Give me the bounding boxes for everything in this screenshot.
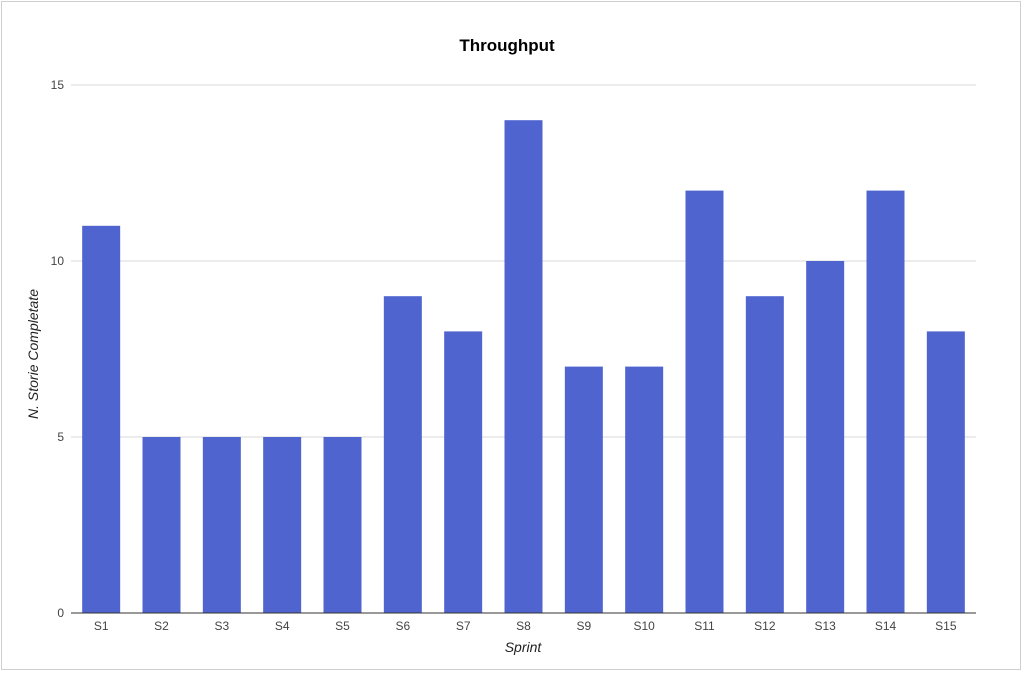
x-tick-label: S1 <box>94 619 109 633</box>
y-tick-labels: 0 5 10 15 <box>51 78 65 620</box>
bar-s11 <box>685 190 724 613</box>
y-axis-label: N. Storie Completate <box>25 289 41 419</box>
y-tick-label: 0 <box>57 606 64 620</box>
x-tick-label: S8 <box>516 619 531 633</box>
y-tick-label: 5 <box>57 430 64 444</box>
x-tick-label: S3 <box>214 619 229 633</box>
bar-s2 <box>142 437 181 613</box>
bar-s6 <box>383 296 422 613</box>
x-tick-labels: S1 S2 S3 S4 S5 S6 S7 S8 S9 S10 S11 S12 S13 S14 S15 <box>94 619 957 633</box>
y-tick-label: 15 <box>51 78 65 92</box>
bar-s1 <box>82 225 121 614</box>
bar-s10 <box>625 366 664 613</box>
x-tick-label: S4 <box>275 619 290 633</box>
bar-s4 <box>263 437 302 613</box>
x-tick-label: S7 <box>456 619 471 633</box>
bar-s7 <box>444 331 483 613</box>
chart-title: Throughput <box>459 36 555 55</box>
bar-s14 <box>866 190 905 613</box>
y-tick-label: 10 <box>51 254 65 268</box>
bar-s13 <box>806 261 845 613</box>
x-tick-label: S5 <box>335 619 350 633</box>
bars <box>82 120 965 614</box>
bar-s12 <box>745 296 784 613</box>
bar-s9 <box>564 366 603 613</box>
bar-s5 <box>323 437 362 613</box>
x-tick-label: S10 <box>633 619 655 633</box>
x-tick-label: S11 <box>694 619 715 633</box>
bar-s8 <box>504 120 543 613</box>
bar-s15 <box>926 331 965 613</box>
x-tick-label: S6 <box>395 619 410 633</box>
x-tick-label: S15 <box>935 619 957 633</box>
x-tick-label: S12 <box>754 619 776 633</box>
bar-s3 <box>202 437 241 613</box>
x-tick-label: S14 <box>875 619 897 633</box>
x-tick-label: S13 <box>814 619 836 633</box>
x-tick-label: S9 <box>576 619 591 633</box>
x-tick-label: S2 <box>154 619 169 633</box>
x-axis-label: Sprint <box>505 639 543 655</box>
